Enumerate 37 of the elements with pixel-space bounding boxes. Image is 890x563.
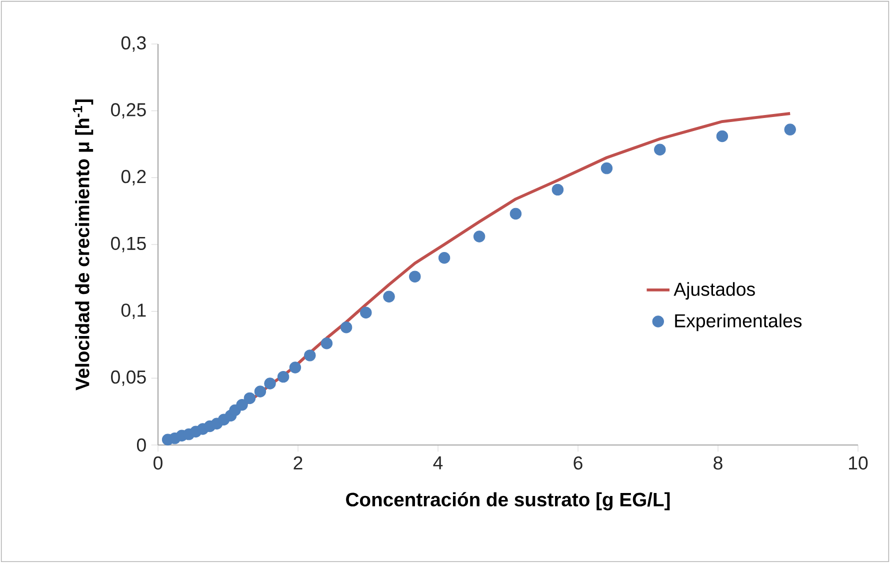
point: [360, 306, 372, 319]
point: [654, 144, 666, 156]
x-axis-title: Concentración de sustrato [g EG/L]: [346, 492, 670, 510]
point: [254, 386, 266, 398]
y-tick-label: 0,05: [111, 370, 146, 386]
y-tick-label: 0,15: [111, 236, 146, 252]
point: [320, 338, 333, 350]
y-tick-label: 0,25: [111, 103, 146, 119]
x-tick-label: 10: [849, 456, 868, 470]
point: [438, 252, 450, 264]
x-tick-label: 4: [433, 456, 443, 470]
point: [244, 392, 256, 404]
y-tick-label: 0,2: [121, 170, 146, 186]
legend-label: Ajustados: [674, 282, 755, 300]
x-tick-label: 0: [154, 456, 162, 470]
y-axis-title: Velocidad de crecimiento μ [h$^{-1}$]: [72, 100, 94, 390]
y-tick-label: 0,1: [121, 304, 146, 320]
point: [289, 362, 302, 374]
x-tick-label: 2: [294, 456, 302, 470]
point: [383, 290, 395, 302]
point: [236, 399, 248, 411]
point: [264, 378, 276, 390]
legend-label: Experimentales: [675, 314, 802, 332]
point: [510, 208, 522, 220]
point: [340, 321, 352, 334]
point: [304, 350, 316, 362]
point: [600, 162, 613, 174]
point: [552, 184, 564, 196]
point: [716, 130, 728, 142]
x-tick-label: 8: [714, 456, 722, 470]
point: [784, 124, 796, 136]
point: [409, 270, 421, 282]
y-tick-label: 0: [136, 438, 146, 452]
point: [473, 230, 486, 242]
x-tick-label: 6: [574, 456, 582, 470]
y-tick-label: 0,3: [121, 36, 146, 52]
point: [277, 370, 290, 383]
